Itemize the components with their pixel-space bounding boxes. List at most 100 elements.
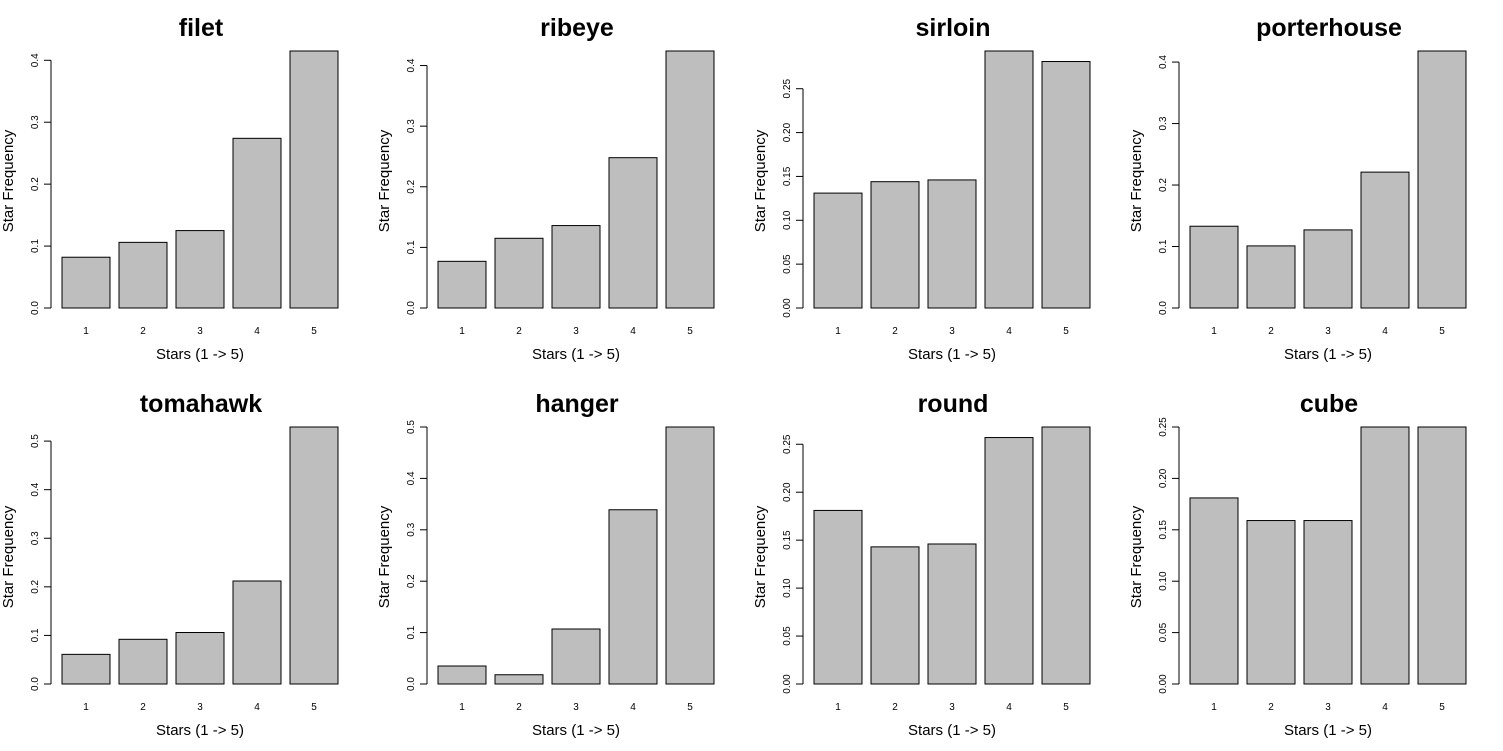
x-tick-label: 2 bbox=[140, 702, 146, 713]
y-tick-label: 0.00 bbox=[782, 298, 793, 318]
x-tick-label: 3 bbox=[1325, 702, 1331, 713]
x-axis-label: Stars (1 -> 5) bbox=[908, 346, 996, 363]
y-axis-label: Star Frequency bbox=[0, 505, 17, 608]
bar-3 bbox=[1303, 520, 1353, 685]
bar-1 bbox=[813, 192, 863, 309]
x-tick-label: 5 bbox=[1063, 326, 1069, 337]
x-tick-label: 2 bbox=[516, 326, 522, 337]
x-tick-label: 3 bbox=[949, 702, 955, 713]
y-tick-label: 0.00 bbox=[782, 674, 793, 694]
bar-chart-panel-filet: filet 1 2 3 4 5 0.0 0.1 0.2 0.3 0.4 Stars (1 -> 5) S… bbox=[0, 14, 339, 363]
x-tick-label: 4 bbox=[630, 702, 636, 713]
y-tick-label: 0.25 bbox=[782, 434, 793, 454]
bar-5 bbox=[1041, 61, 1091, 309]
y-tick-label: 0.3 bbox=[30, 531, 41, 545]
bar-5 bbox=[289, 426, 339, 685]
x-tick-label: 3 bbox=[197, 702, 203, 713]
x-axis-label: Stars (1 -> 5) bbox=[156, 722, 244, 739]
bar-2 bbox=[118, 638, 168, 685]
bar-2 bbox=[870, 181, 920, 309]
panel-title: tomahawk bbox=[140, 390, 262, 418]
bar-3 bbox=[1303, 229, 1353, 309]
x-tick-label: 5 bbox=[311, 702, 317, 713]
y-tick-label: 0.2 bbox=[1158, 178, 1169, 192]
x-tick-label: 1 bbox=[459, 326, 465, 337]
y-tick-label: 0.05 bbox=[1158, 622, 1169, 642]
x-tick-label: 1 bbox=[83, 326, 89, 337]
x-tick-label: 2 bbox=[516, 702, 522, 713]
y-axis-label: Star Frequency bbox=[376, 505, 393, 608]
bar-4 bbox=[608, 509, 658, 685]
bar-1 bbox=[61, 653, 111, 685]
x-tick-label: 3 bbox=[197, 326, 203, 337]
y-tick-label: 0.0 bbox=[406, 301, 417, 315]
bar-3 bbox=[551, 225, 601, 309]
y-tick-label: 0.2 bbox=[30, 579, 41, 593]
x-tick-label: 3 bbox=[1325, 326, 1331, 337]
x-tick-label: 2 bbox=[892, 326, 898, 337]
y-tick-label: 0.3 bbox=[406, 522, 417, 536]
x-tick-label: 1 bbox=[459, 702, 465, 713]
y-tick-label: 0.4 bbox=[406, 471, 417, 485]
x-tick-label: 2 bbox=[1268, 702, 1274, 713]
y-tick-label: 0.0 bbox=[1158, 301, 1169, 315]
y-tick-label: 0.4 bbox=[1158, 55, 1169, 69]
panel-title: cube bbox=[1300, 390, 1358, 418]
x-tick-label: 2 bbox=[140, 326, 146, 337]
y-tick-label: 0.15 bbox=[782, 530, 793, 550]
y-tick-label: 0.10 bbox=[782, 578, 793, 598]
y-tick-label: 0.3 bbox=[406, 119, 417, 133]
x-tick-label: 5 bbox=[687, 702, 693, 713]
bar-4 bbox=[608, 157, 658, 309]
y-axis-label: Star Frequency bbox=[752, 505, 769, 608]
x-tick-label: 2 bbox=[1268, 326, 1274, 337]
y-tick-label: 0.4 bbox=[30, 53, 41, 67]
bar-3 bbox=[175, 632, 225, 685]
y-tick-label: 0.3 bbox=[1158, 116, 1169, 130]
x-tick-label: 1 bbox=[835, 702, 841, 713]
bar-5 bbox=[1417, 426, 1467, 685]
x-tick-label: 1 bbox=[835, 326, 841, 337]
panel-title: porterhouse bbox=[1256, 14, 1402, 42]
bar-2 bbox=[118, 241, 168, 309]
bar-chart-panel-porterhouse: porterhouse 1 2 3 4 5 0.0 0.1 0.2 0.3 0.4 Stars (1 … bbox=[1128, 14, 1467, 363]
bar-1 bbox=[1189, 497, 1239, 685]
bar-3 bbox=[927, 179, 977, 309]
panel-title: filet bbox=[179, 14, 224, 42]
y-tick-label: 0.5 bbox=[30, 434, 41, 448]
x-axis-label: Stars (1 -> 5) bbox=[532, 722, 620, 739]
panel-title: ribeye bbox=[540, 14, 614, 42]
y-tick-label: 0.20 bbox=[782, 122, 793, 142]
bar-1 bbox=[437, 665, 487, 685]
bar-5 bbox=[665, 426, 715, 685]
y-tick-label: 0.3 bbox=[30, 115, 41, 129]
x-axis-label: Stars (1 -> 5) bbox=[1284, 722, 1372, 739]
y-tick-label: 0.1 bbox=[406, 625, 417, 639]
bar-4 bbox=[232, 137, 282, 309]
y-tick-label: 0.0 bbox=[30, 677, 41, 691]
y-tick-label: 0.0 bbox=[30, 301, 41, 315]
x-axis-label: Stars (1 -> 5) bbox=[908, 722, 996, 739]
x-tick-label: 4 bbox=[1382, 702, 1388, 713]
x-tick-label: 4 bbox=[254, 702, 260, 713]
y-axis-label: Star Frequency bbox=[1128, 505, 1145, 608]
y-tick-label: 0.15 bbox=[782, 166, 793, 186]
y-axis-label: Star Frequency bbox=[752, 129, 769, 232]
x-tick-label: 4 bbox=[1006, 702, 1012, 713]
bar-chart-panel-round: round 1 2 3 4 5 0.00 0.05 0.10 0.15 0.20 0.25 Stars … bbox=[752, 390, 1091, 739]
x-tick-label: 2 bbox=[892, 702, 898, 713]
x-tick-label: 1 bbox=[83, 702, 89, 713]
y-tick-label: 0.4 bbox=[30, 482, 41, 496]
y-tick-label: 0.1 bbox=[30, 628, 41, 642]
bar-4 bbox=[984, 50, 1034, 309]
y-tick-label: 0.05 bbox=[782, 254, 793, 274]
y-axis-label: Star Frequency bbox=[1128, 129, 1145, 232]
bar-1 bbox=[1189, 225, 1239, 309]
y-axis-label: Star Frequency bbox=[376, 129, 393, 232]
y-tick-label: 0.2 bbox=[30, 177, 41, 191]
x-tick-label: 3 bbox=[949, 326, 955, 337]
y-tick-label: 0.20 bbox=[1158, 468, 1169, 488]
bar-chart-panel-cube: cube 1 2 3 4 5 0.00 0.05 0.10 0.15 0.20 0.25 Stars (… bbox=[1128, 390, 1467, 739]
y-tick-label: 0.5 bbox=[406, 420, 417, 434]
bar-1 bbox=[813, 509, 863, 685]
